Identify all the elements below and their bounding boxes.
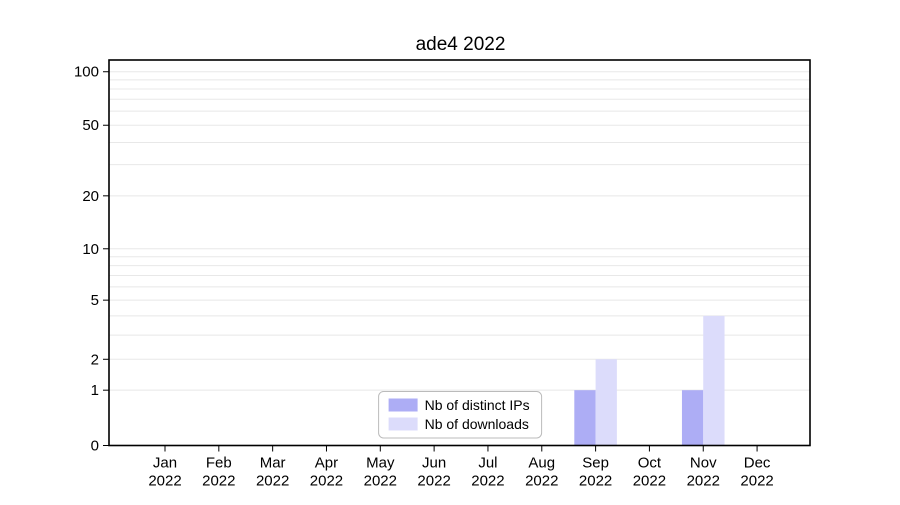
svg-text:5: 5 (91, 292, 99, 309)
svg-text:2022: 2022 (579, 473, 612, 490)
svg-text:Jan: Jan (153, 455, 177, 472)
svg-text:2: 2 (91, 351, 99, 368)
svg-text:2022: 2022 (740, 473, 773, 490)
svg-text:Jul: Jul (478, 455, 497, 472)
svg-text:Mar: Mar (260, 455, 286, 472)
svg-text:2022: 2022 (364, 473, 397, 490)
svg-text:50: 50 (82, 117, 99, 134)
svg-text:Jun: Jun (422, 455, 446, 472)
svg-text:2022: 2022 (148, 473, 181, 490)
svg-text:2022: 2022 (202, 473, 235, 490)
svg-text:2022: 2022 (687, 473, 720, 490)
svg-text:1: 1 (91, 382, 99, 399)
svg-text:Feb: Feb (206, 455, 232, 472)
svg-text:2022: 2022 (525, 473, 558, 490)
svg-text:2022: 2022 (310, 473, 343, 490)
svg-text:Apr: Apr (315, 455, 338, 472)
svg-text:2022: 2022 (633, 473, 666, 490)
svg-text:10: 10 (82, 241, 99, 258)
svg-text:Aug: Aug (528, 455, 555, 472)
svg-text:2022: 2022 (417, 473, 450, 490)
svg-text:May: May (366, 455, 395, 472)
svg-text:Oct: Oct (638, 455, 662, 472)
svg-text:2022: 2022 (256, 473, 289, 490)
svg-text:2022: 2022 (471, 473, 504, 490)
svg-text:Nov: Nov (690, 455, 717, 472)
svg-text:Dec: Dec (744, 455, 771, 472)
svg-text:0: 0 (91, 438, 99, 455)
svg-text:Nb of distinct IPs: Nb of distinct IPs (425, 397, 530, 413)
svg-text:20: 20 (82, 188, 99, 205)
svg-text:Sep: Sep (582, 455, 609, 472)
svg-text:Nb of downloads: Nb of downloads (425, 416, 529, 432)
svg-text:ade4 2022: ade4 2022 (416, 34, 506, 55)
svg-text:100: 100 (74, 64, 99, 81)
